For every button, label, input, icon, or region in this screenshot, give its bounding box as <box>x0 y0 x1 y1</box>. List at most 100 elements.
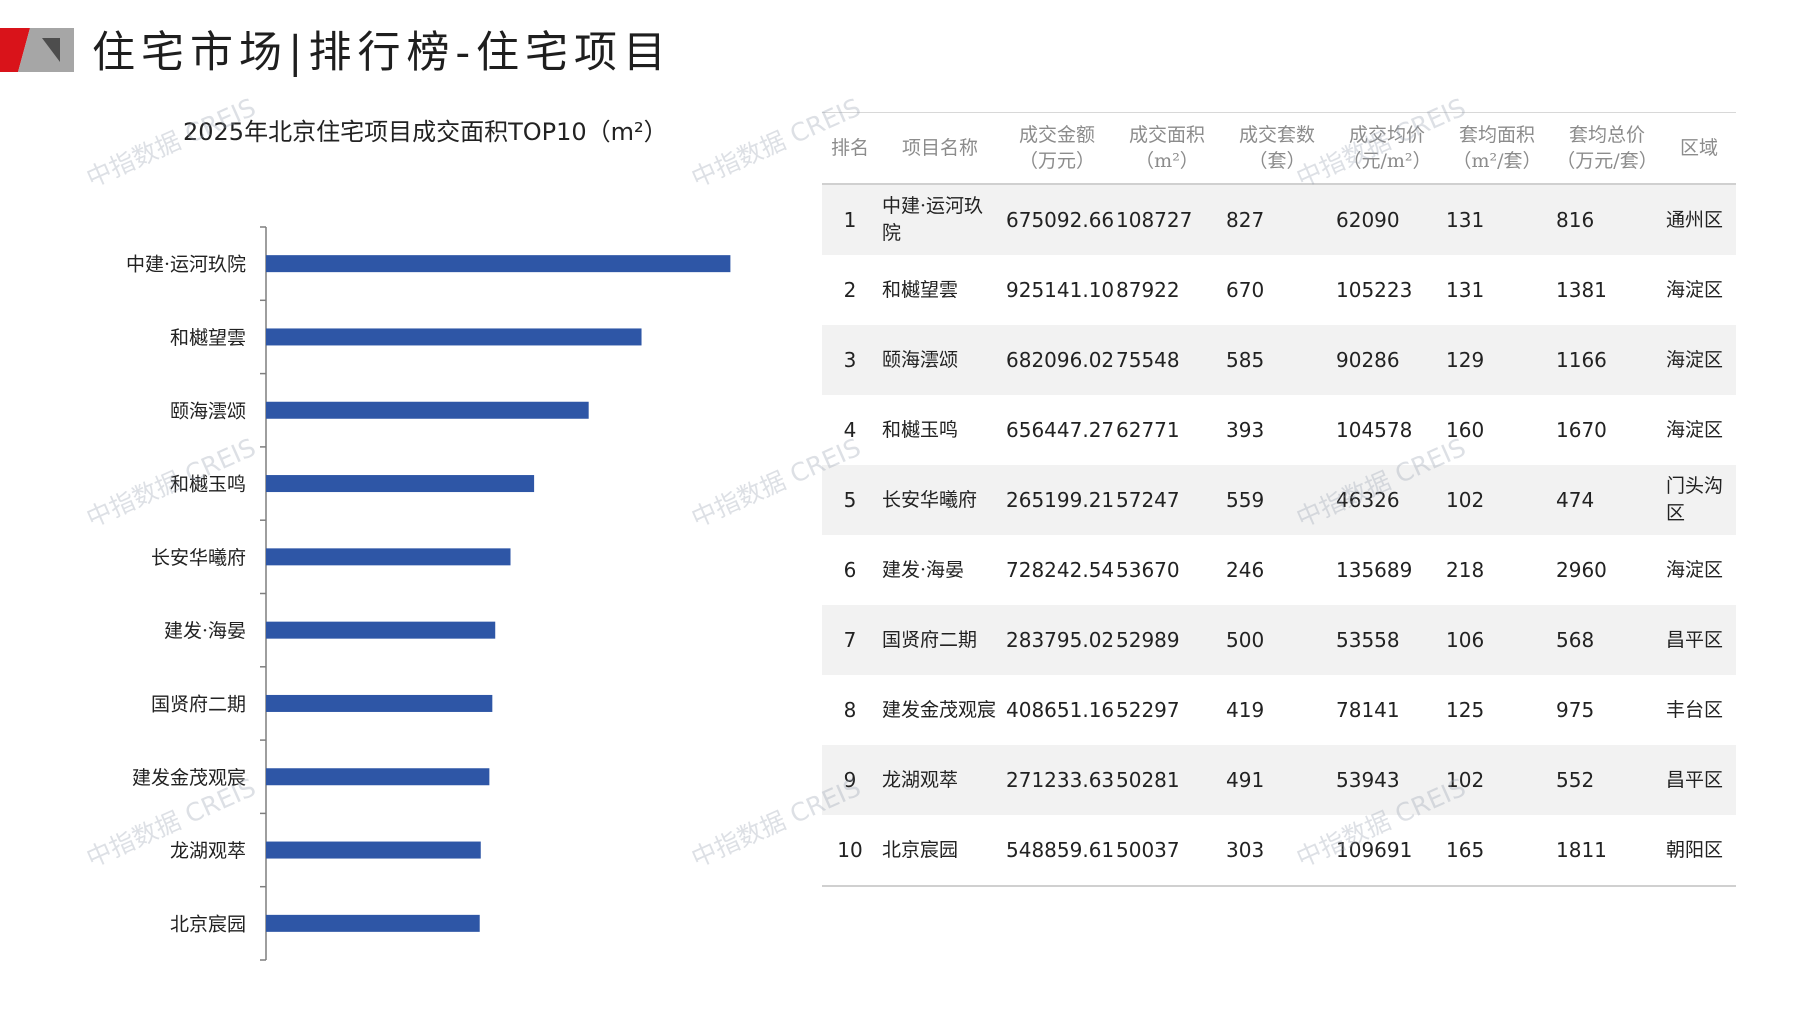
table-header-row: 排名 项目名称 成交金额 （万元） 成交面积 （m²） 成交套数 （套） 成交均价 （元/m²） 套… <box>822 112 1736 185</box>
table-cell: 53558 <box>1332 605 1442 675</box>
table-cell: 975 <box>1556 697 1595 722</box>
bar <box>266 255 731 273</box>
category-label: 建发金茂观宸 <box>132 767 246 789</box>
table-cell: 2960 <box>1556 557 1607 582</box>
table-cell: 131 <box>1446 277 1485 302</box>
table-cell: 78141 <box>1336 697 1400 722</box>
bar <box>266 841 481 859</box>
table-cell: 53670 <box>1116 557 1180 582</box>
category-label: 龙湖观萃 <box>170 840 246 862</box>
table-cell: 朝阳区 <box>1662 815 1736 887</box>
table-cell: 393 <box>1226 417 1265 442</box>
category-label: 长安华曦府 <box>151 547 246 569</box>
column-header-line: （m²） <box>1135 150 1199 172</box>
category-label: 北京宸园 <box>170 913 246 935</box>
column-header-line: （万元） <box>1018 150 1095 172</box>
table-cell: 552 <box>1552 745 1662 815</box>
column-header-line: 成交套数 <box>1238 124 1315 146</box>
column-header-line: 区域 <box>1679 137 1718 159</box>
table-cell: 1166 <box>1552 325 1662 395</box>
table-cell: 109691 <box>1332 815 1442 887</box>
table-cell: 6 <box>843 557 857 582</box>
table-cell: 昌平区 <box>1662 605 1736 675</box>
table-cell: 和樾望雲 <box>882 278 959 301</box>
table-cell: 108727 <box>1112 184 1222 255</box>
table-cell: 5 <box>822 465 878 535</box>
column-header: 套均总价 （万元/套） <box>1552 112 1662 185</box>
table-cell: 和樾玉鸣 <box>882 418 959 441</box>
table-cell: 8 <box>843 697 857 722</box>
table-cell: 682096.02 <box>1002 325 1114 395</box>
table-cell: 建发金茂观宸 <box>882 698 997 721</box>
column-header-line: 成交金额 <box>1018 124 1095 146</box>
bar <box>266 328 642 346</box>
table-cell: 106 <box>1442 605 1552 675</box>
table-body: 1 中建·运河玖院 675092.66 108727 827 62090 131 816 通州区… <box>822 184 1736 887</box>
table-cell: 500 <box>1222 605 1332 675</box>
column-header-line: 成交面积 <box>1128 124 1205 146</box>
bar <box>266 475 535 493</box>
ranking-table-container: 排名 项目名称 成交金额 （万元） 成交面积 （m²） 成交套数 （套） 成交均价 （元/m²） 套… <box>822 112 1736 887</box>
column-header: 区域 <box>1662 112 1736 185</box>
table-cell: 丰台区 <box>1666 698 1724 721</box>
column-header: 成交均价 （元/m²） <box>1332 112 1442 185</box>
table-cell: 1670 <box>1556 417 1607 442</box>
column-header: 排名 <box>822 112 878 185</box>
bar <box>266 768 490 786</box>
table-row: 8 建发金茂观宸 408651.16 52297 419 78141 125 975 丰台区 <box>822 675 1736 745</box>
table-cell: 816 <box>1552 184 1662 255</box>
table-cell: 419 <box>1226 697 1265 722</box>
table-cell: 国贤府二期 <box>878 605 1002 675</box>
column-header-line: 成交均价 <box>1348 124 1425 146</box>
chart-title: 2025年北京住宅项目成交面积TOP10（m²） <box>183 118 668 146</box>
table-cell: 50037 <box>1112 815 1222 887</box>
table-cell: 62771 <box>1116 417 1180 442</box>
table-row: 3 颐海澐颂 682096.02 75548 585 90286 129 1166 海淀区 <box>822 325 1736 395</box>
bar <box>266 694 493 712</box>
column-header-line: （套） <box>1248 150 1306 172</box>
table-cell: 海淀区 <box>1666 418 1724 441</box>
table-cell: 585 <box>1222 325 1332 395</box>
ranking-table: 排名 项目名称 成交金额 （万元） 成交面积 （m²） 成交套数 （套） 成交均价 （元/m²） 套… <box>822 112 1736 887</box>
table-cell: 3 <box>822 325 878 395</box>
table-cell: 龙湖观萃 <box>878 745 1002 815</box>
column-header: 套均面积 （m²/套） <box>1442 112 1552 185</box>
category-label: 国贤府二期 <box>151 693 246 715</box>
column-header: 项目名称 <box>878 112 1002 185</box>
table-cell: 门头沟区 <box>1662 465 1736 535</box>
table-cell: 1811 <box>1552 815 1662 887</box>
table-cell: 2 <box>843 277 857 302</box>
table-cell: 通州区 <box>1662 184 1736 255</box>
table-cell: 218 <box>1446 557 1485 582</box>
page-title: 住宅市场|排行榜-住宅项目 <box>92 28 673 78</box>
table-cell: 160 <box>1446 417 1485 442</box>
bar <box>266 401 589 419</box>
column-header-line: 排名 <box>830 137 869 159</box>
table-cell: 52989 <box>1112 605 1222 675</box>
table-cell: 408651.16 <box>1006 697 1115 722</box>
table-cell: 548859.61 <box>1002 815 1114 887</box>
table-cell: 9 <box>822 745 878 815</box>
category-label: 建发·海晏 <box>164 620 246 642</box>
column-header: 成交套数 （套） <box>1222 112 1332 185</box>
table-cell: 57247 <box>1112 465 1222 535</box>
table-cell: 728242.54 <box>1006 557 1115 582</box>
category-label: 中建·运河玖院 <box>126 254 246 276</box>
table-row: 1 中建·运河玖院 675092.66 108727 827 62090 131 816 通州区 <box>822 184 1736 255</box>
table-cell: 海淀区 <box>1666 278 1724 301</box>
table-row: 10 北京宸园 548859.61 50037 303 109691 165 1811 朝阳区 <box>822 815 1736 887</box>
table-cell: 675092.66 <box>1002 184 1114 255</box>
table-cell: 135689 <box>1336 557 1413 582</box>
table-cell: 4 <box>843 417 857 442</box>
table-cell: 海淀区 <box>1662 325 1736 395</box>
table-cell: 90286 <box>1332 325 1442 395</box>
table-cell: 129 <box>1442 325 1552 395</box>
table-cell: 昌平区 <box>1662 745 1736 815</box>
table-cell: 283795.02 <box>1002 605 1114 675</box>
table-cell: 102 <box>1442 465 1552 535</box>
table-cell: 131 <box>1442 184 1552 255</box>
table-cell: 104578 <box>1336 417 1413 442</box>
table-cell: 北京宸园 <box>878 815 1002 887</box>
table-row: 6 建发·海晏 728242.54 53670 246 135689 218 2960 海淀区 <box>822 535 1736 605</box>
table-cell: 10 <box>822 815 878 887</box>
